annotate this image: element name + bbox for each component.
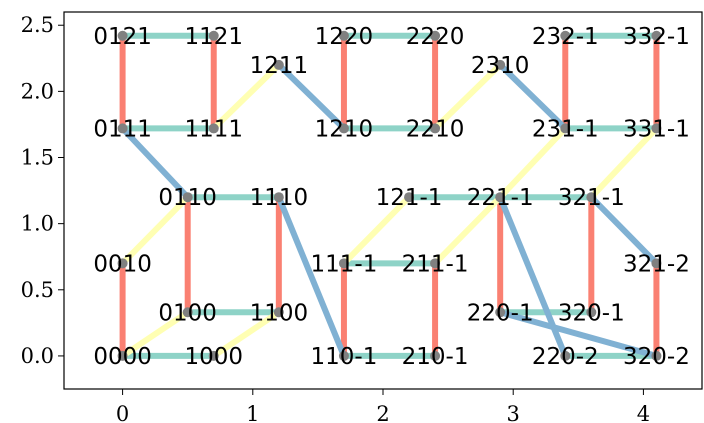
- edges-layer: [119, 32, 660, 359]
- node-label: 2210: [406, 116, 465, 142]
- edge-yellow: [498, 126, 568, 200]
- node-label: 0010: [93, 251, 152, 277]
- node-label: 1100: [250, 300, 309, 326]
- y-tick-label: 1.0: [21, 212, 54, 236]
- node-point: [586, 192, 597, 203]
- node-point: [651, 350, 662, 361]
- edge-yellow: [341, 195, 412, 266]
- edge-yellow: [432, 195, 503, 266]
- x-tick-label: 4: [637, 402, 650, 423]
- node-point: [273, 307, 284, 318]
- node-label: 220-2: [532, 344, 599, 370]
- node-point: [430, 350, 441, 361]
- node-label: 1211: [250, 53, 309, 79]
- node-point: [117, 123, 128, 134]
- x-tick-label: 3: [507, 402, 520, 423]
- node-point: [430, 258, 441, 269]
- node-label: 0100: [158, 300, 217, 326]
- node-label: 321-2: [623, 251, 690, 277]
- node-point: [560, 30, 571, 41]
- edge-yellow: [211, 62, 281, 131]
- node-point: [430, 30, 441, 41]
- node-point: [651, 30, 662, 41]
- node-label: 1210: [315, 116, 374, 142]
- node-point: [117, 258, 128, 269]
- x-tick-label: 0: [116, 402, 129, 423]
- node-labels-layer: 0000 1000 110-1 210-1 220-2 320-2 0100 1100 220-…: [93, 24, 690, 370]
- x-tick-label: 2: [376, 402, 389, 423]
- node-label: 0111: [93, 116, 152, 142]
- node-point: [495, 192, 506, 203]
- node-point: [117, 350, 128, 361]
- edge-blue: [499, 309, 658, 359]
- node-label: 1110: [250, 185, 309, 211]
- x-axis: 0 1 2 3 4: [116, 389, 650, 423]
- node-label: 231-1: [532, 116, 599, 142]
- node-label: 331-1: [623, 116, 690, 142]
- node-label: 0000: [93, 344, 152, 370]
- node-label: 2310: [471, 53, 530, 79]
- node-label: 1000: [184, 344, 243, 370]
- node-point: [560, 123, 571, 134]
- node-label: 1111: [184, 116, 243, 142]
- edge-yellow: [589, 126, 659, 200]
- y-tick-label: 0.5: [21, 278, 54, 302]
- node-point: [338, 30, 349, 41]
- node-label: 321-1: [558, 185, 625, 211]
- node-label: 320-1: [558, 300, 625, 326]
- node-point: [273, 192, 284, 203]
- node-label: 220-1: [467, 300, 534, 326]
- y-tick-label: 0.0: [21, 344, 54, 368]
- node-label: 221-1: [467, 185, 534, 211]
- y-tick-label: 2.5: [21, 13, 54, 37]
- node-point: [208, 30, 219, 41]
- node-label: 1121: [184, 24, 243, 50]
- node-point: [208, 123, 219, 134]
- node-point: [338, 123, 349, 134]
- node-label: 210-1: [402, 344, 469, 370]
- edge-yellow: [120, 195, 190, 266]
- y-tick-label: 1.5: [21, 146, 54, 170]
- node-label: 110-1: [311, 344, 378, 370]
- node-label: 332-1: [623, 24, 690, 50]
- edge-yellow: [120, 309, 190, 359]
- edge-blue: [276, 196, 347, 358]
- edge-blue: [589, 195, 659, 266]
- node-point: [182, 307, 193, 318]
- node-point: [495, 59, 506, 70]
- node-point: [117, 30, 128, 41]
- node-point: [651, 258, 662, 269]
- node-point: [338, 258, 349, 269]
- node-label: 2220: [406, 24, 465, 50]
- y-axis: 0.0 0.5 1.0 1.5 2.0 2.5: [21, 13, 64, 368]
- node-label: 232-1: [532, 24, 599, 50]
- node-label: 0121: [93, 24, 152, 50]
- node-label: 121-1: [376, 185, 443, 211]
- node-label: 0110: [158, 185, 217, 211]
- edge-blue: [120, 126, 190, 200]
- y-tick-label: 2.0: [21, 79, 54, 103]
- edge-yellow: [212, 309, 281, 359]
- edge-blue: [498, 62, 568, 131]
- node-point: [495, 307, 506, 318]
- node-point: [208, 350, 219, 361]
- node-point: [560, 350, 571, 361]
- edge-blue: [497, 196, 569, 358]
- node-point: [273, 59, 284, 70]
- edge-yellow: [432, 62, 503, 131]
- node-point: [404, 192, 415, 203]
- node-label: 211-1: [402, 251, 469, 277]
- node-label: 1220: [315, 24, 374, 50]
- node-label: 320-2: [623, 344, 690, 370]
- node-point: [430, 123, 441, 134]
- node-point: [182, 192, 193, 203]
- nodes-layer: [117, 30, 662, 361]
- node-point: [651, 123, 662, 134]
- node-point: [338, 350, 349, 361]
- edge-blue: [276, 62, 347, 131]
- node-label: 111-1: [311, 251, 378, 277]
- x-tick-label: 1: [246, 402, 259, 423]
- node-point: [586, 307, 597, 318]
